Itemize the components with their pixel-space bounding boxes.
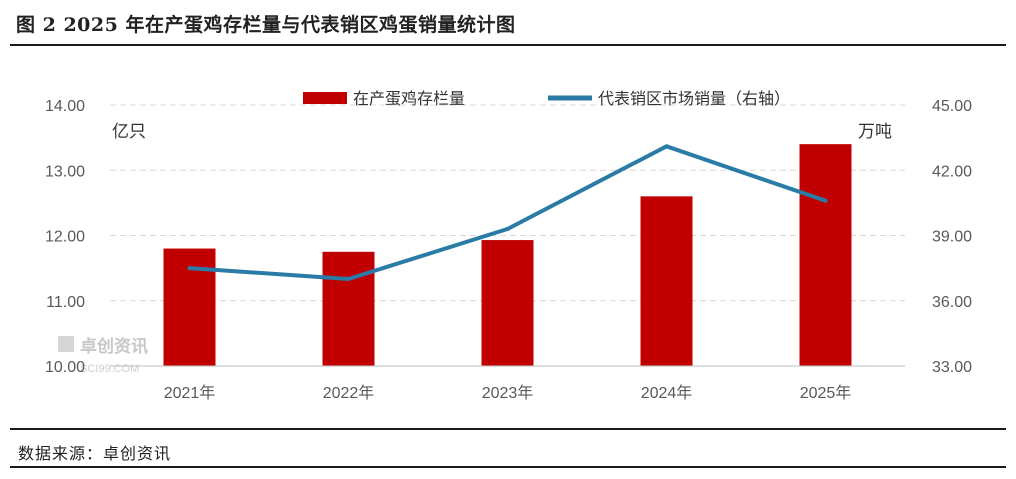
left-tick-label: 12.00 [45, 229, 85, 246]
line-point [187, 266, 192, 271]
line-point [664, 144, 669, 149]
left-tick-label: 13.00 [45, 163, 85, 180]
line-point [346, 277, 351, 281]
right-tick-label: 42.00 [932, 163, 972, 180]
watermark-icon [58, 336, 74, 352]
top-rule [10, 44, 1006, 46]
right-tick-label: 45.00 [932, 98, 972, 115]
line-series [187, 144, 828, 281]
x-tick-label: 2025年 [800, 384, 852, 402]
left-tick-label: 14.00 [45, 98, 85, 115]
right-axis-unit: 万吨 [858, 122, 892, 142]
bar [481, 240, 534, 366]
chart-title: 图 2 2025 年在产蛋鸡存栏量与代表销区鸡蛋销量统计图 [16, 14, 516, 36]
gridlines [110, 104, 905, 302]
left-tick-label: 10.00 [45, 359, 85, 376]
line-point [505, 226, 510, 231]
bar [322, 251, 375, 366]
legend-bar-label: 在产蛋鸡存栏量 [353, 89, 465, 108]
legend-line-label: 代表销区市场销量（右轴） [598, 89, 790, 108]
x-tick-label: 2024年 [641, 384, 693, 402]
x-tick-label: 2022年 [323, 384, 375, 402]
bottom-rule [10, 428, 1006, 430]
x-tick-label: 2021年 [164, 384, 216, 402]
source-note: 数据来源：卓创资讯 [18, 444, 172, 463]
watermark-name: 卓创资讯 [80, 336, 148, 357]
left-axis-unit: 亿只 [112, 122, 146, 142]
x-tick-label: 2023年 [482, 384, 534, 402]
bar-series [163, 144, 852, 366]
right-tick-label: 36.00 [932, 294, 972, 311]
footer-rule [10, 466, 1006, 468]
watermark-sub: SCI99.COM [80, 363, 139, 375]
left-tick-label: 11.00 [46, 294, 85, 311]
legend-bar-swatch [303, 92, 347, 104]
legend: 在产蛋鸡存栏量 代表销区市场销量（右轴） [303, 89, 790, 108]
line-point [823, 198, 828, 203]
right-tick-label: 39.00 [932, 229, 972, 246]
bar [799, 144, 852, 366]
axes: 10.00 11.00 12.00 13.00 14.00 33.00 36.00 39.00… [45, 98, 972, 402]
right-tick-label: 33.00 [932, 359, 972, 376]
bar [640, 196, 693, 366]
